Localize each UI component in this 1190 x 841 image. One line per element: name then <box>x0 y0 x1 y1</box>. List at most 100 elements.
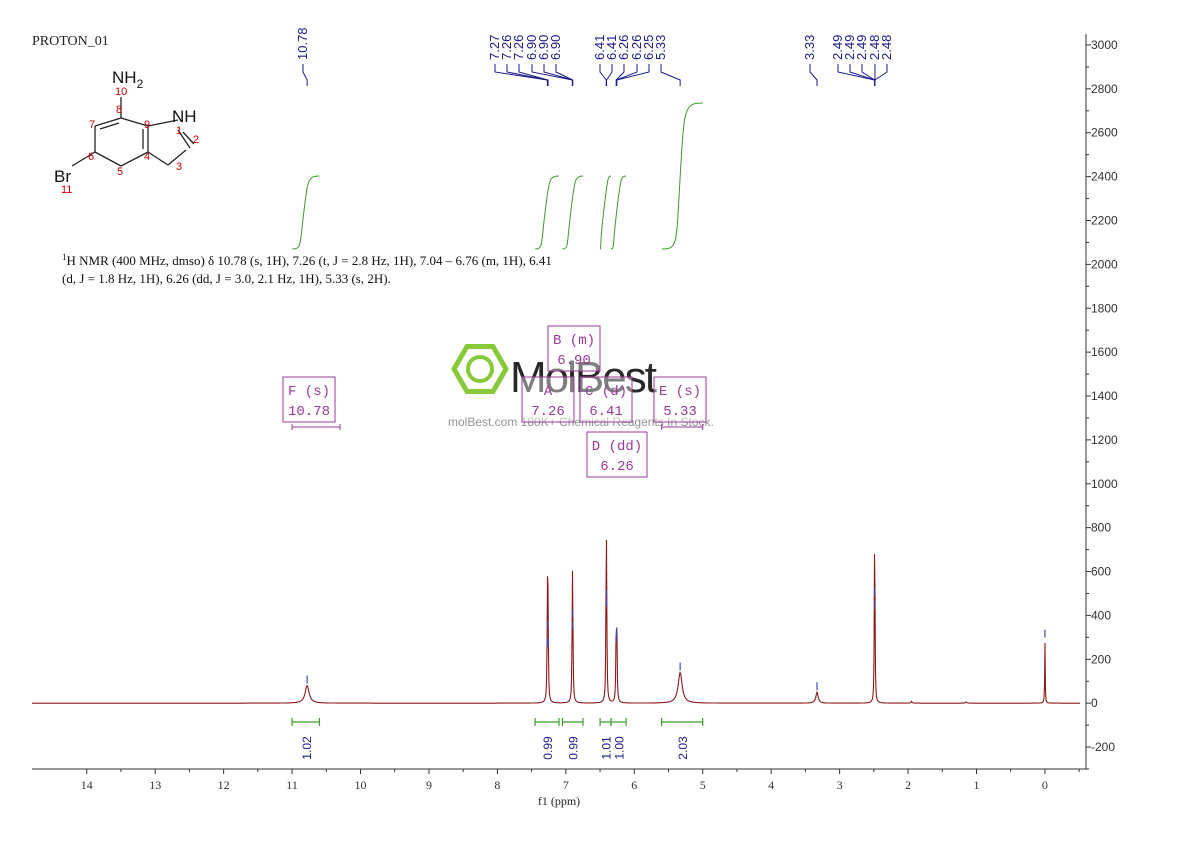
peak-leader <box>518 64 549 86</box>
atom-number: 4 <box>144 151 150 163</box>
peak-leader <box>615 64 638 86</box>
x-tick-label: 7 <box>563 778 569 792</box>
multiplet-box <box>586 431 648 478</box>
peak-label: 7.27 <box>487 35 502 60</box>
integral-curves <box>292 102 703 250</box>
y-tick-label: 2400 <box>1091 170 1118 184</box>
multiplet-shift: 7.26 <box>531 404 565 420</box>
peak-label: 7.26 <box>499 35 514 60</box>
peak-leader <box>606 64 613 86</box>
peak-label: 6.26 <box>616 35 631 60</box>
peak-label: 6.41 <box>604 35 619 60</box>
multiplet-box <box>282 376 336 423</box>
peak-label: 2.49 <box>854 35 869 60</box>
x-axis: 14 13 12 11 10 9 8 7 6 5 4 3 2 1 0 <box>81 769 1080 792</box>
y-tick-label: 2800 <box>1091 82 1118 96</box>
integral-value: 1.00 <box>613 736 627 760</box>
peak-label: 6.41 <box>592 35 607 60</box>
peak-leader <box>599 64 607 86</box>
peak-label: 6.26 <box>629 35 644 60</box>
x-tick-label: 11 <box>286 778 298 792</box>
multiplet-label: E (s) <box>659 384 701 400</box>
peak-leader <box>874 64 888 86</box>
peak-leader <box>302 64 308 86</box>
integral-curve <box>292 175 320 250</box>
atom-number: 8 <box>116 104 122 116</box>
peak-label: 2.48 <box>879 35 894 60</box>
nh-label: NH <box>172 107 197 126</box>
multiplet-box <box>579 376 633 423</box>
x-tick-label: 1 <box>973 778 979 792</box>
multiplet-label: D (dd) <box>592 439 642 455</box>
y-tick-label: 2000 <box>1091 257 1118 271</box>
atom-numbers: 1 2 3 4 5 6 7 8 9 10 11 <box>61 86 199 196</box>
chart-title: PROTON_01 <box>32 34 109 49</box>
y-axis: 3000280026002400220020001800160014001200… <box>1086 38 1118 770</box>
atom-number: 2 <box>193 134 199 146</box>
y-tick-label: 0 <box>1091 696 1098 710</box>
peak-labels: 10.78 7.277.267.266.906.906.90 6.416.416.2… <box>295 27 894 86</box>
integral-curve <box>610 175 627 250</box>
peak-label: 6.90 <box>524 35 539 60</box>
peak-label: 7.26 <box>511 35 526 60</box>
x-axis-label: f1 (ppm) <box>538 794 580 808</box>
x-tick-label: 4 <box>768 778 774 792</box>
integral-curve <box>661 102 703 250</box>
peak-leader <box>861 64 876 86</box>
x-tick-label: 5 <box>700 778 706 792</box>
integral-value: 1.01 <box>600 736 614 760</box>
multiplet-shift: 6.41 <box>589 404 623 420</box>
hexagon-icon <box>451 344 509 394</box>
integral-value: 2.03 <box>676 736 690 760</box>
multiplet-shift: 6.90 <box>557 353 591 369</box>
multiplet-box <box>653 376 707 423</box>
x-tick-label: 10 <box>355 778 367 792</box>
peak-leader <box>531 64 573 86</box>
integral-curve <box>599 175 612 250</box>
multiplet-shift: 5.33 <box>663 404 697 420</box>
y-tick-label: 1800 <box>1091 301 1118 315</box>
atom-number: 11 <box>61 184 72 196</box>
multiplet-box <box>547 325 601 372</box>
multiplet-label: C (d) <box>585 384 627 400</box>
atom-number: 9 <box>144 119 150 131</box>
peak-label: 2.49 <box>842 35 857 60</box>
atom-number: 7 <box>89 119 95 131</box>
peak-leader <box>837 64 876 86</box>
y-tick-label: 400 <box>1091 608 1111 622</box>
nh2-label: NH2 <box>112 68 144 91</box>
peak-leader <box>616 64 650 86</box>
nmr-report-line-2: (d, J = 1.8 Hz, 1H), 6.26 (dd, J = 3.0, … <box>62 271 391 286</box>
atom-number: 1 <box>176 125 182 137</box>
peak-label: 6.25 <box>641 35 656 60</box>
x-tick-label: 0 <box>1042 778 1048 792</box>
y-tick-label: 1000 <box>1091 477 1118 491</box>
peak-label: 3.33 <box>802 35 817 60</box>
integral-curve <box>562 175 583 250</box>
y-tick-label: -200 <box>1091 740 1115 754</box>
integral-curve <box>535 175 560 250</box>
y-tick-label: 1600 <box>1091 345 1118 359</box>
peak-label: 6.90 <box>536 35 551 60</box>
multiplet-label: B (m) <box>553 333 595 349</box>
y-tick-label: 200 <box>1091 652 1111 666</box>
multiplet-label: F (s) <box>288 384 330 400</box>
multiplet-label: A <box>544 384 553 400</box>
y-tick-label: 600 <box>1091 565 1111 579</box>
integral-bars: 1.02 0.99 0.99 1.01 1.00 2.03 <box>291 718 704 760</box>
multiplet-shift: 6.26 <box>600 459 634 475</box>
x-tick-label: 14 <box>81 778 93 792</box>
br-label: Br <box>54 167 71 186</box>
x-tick-label: 13 <box>149 778 161 792</box>
atom-number: 6 <box>88 151 94 163</box>
atom-number: 10 <box>115 86 127 98</box>
nmr-report-line-1: 1H NMR (400 MHz, dmso) δ 10.78 (s, 1H), … <box>62 252 552 268</box>
integral-value: 0.99 <box>541 736 555 760</box>
y-tick-label: 800 <box>1091 521 1111 535</box>
peak-leader <box>555 64 574 86</box>
spectrum-line <box>32 539 1080 704</box>
x-tick-label: 8 <box>494 778 500 792</box>
atom-number: 5 <box>117 166 123 178</box>
x-tick-label: 2 <box>905 778 911 792</box>
